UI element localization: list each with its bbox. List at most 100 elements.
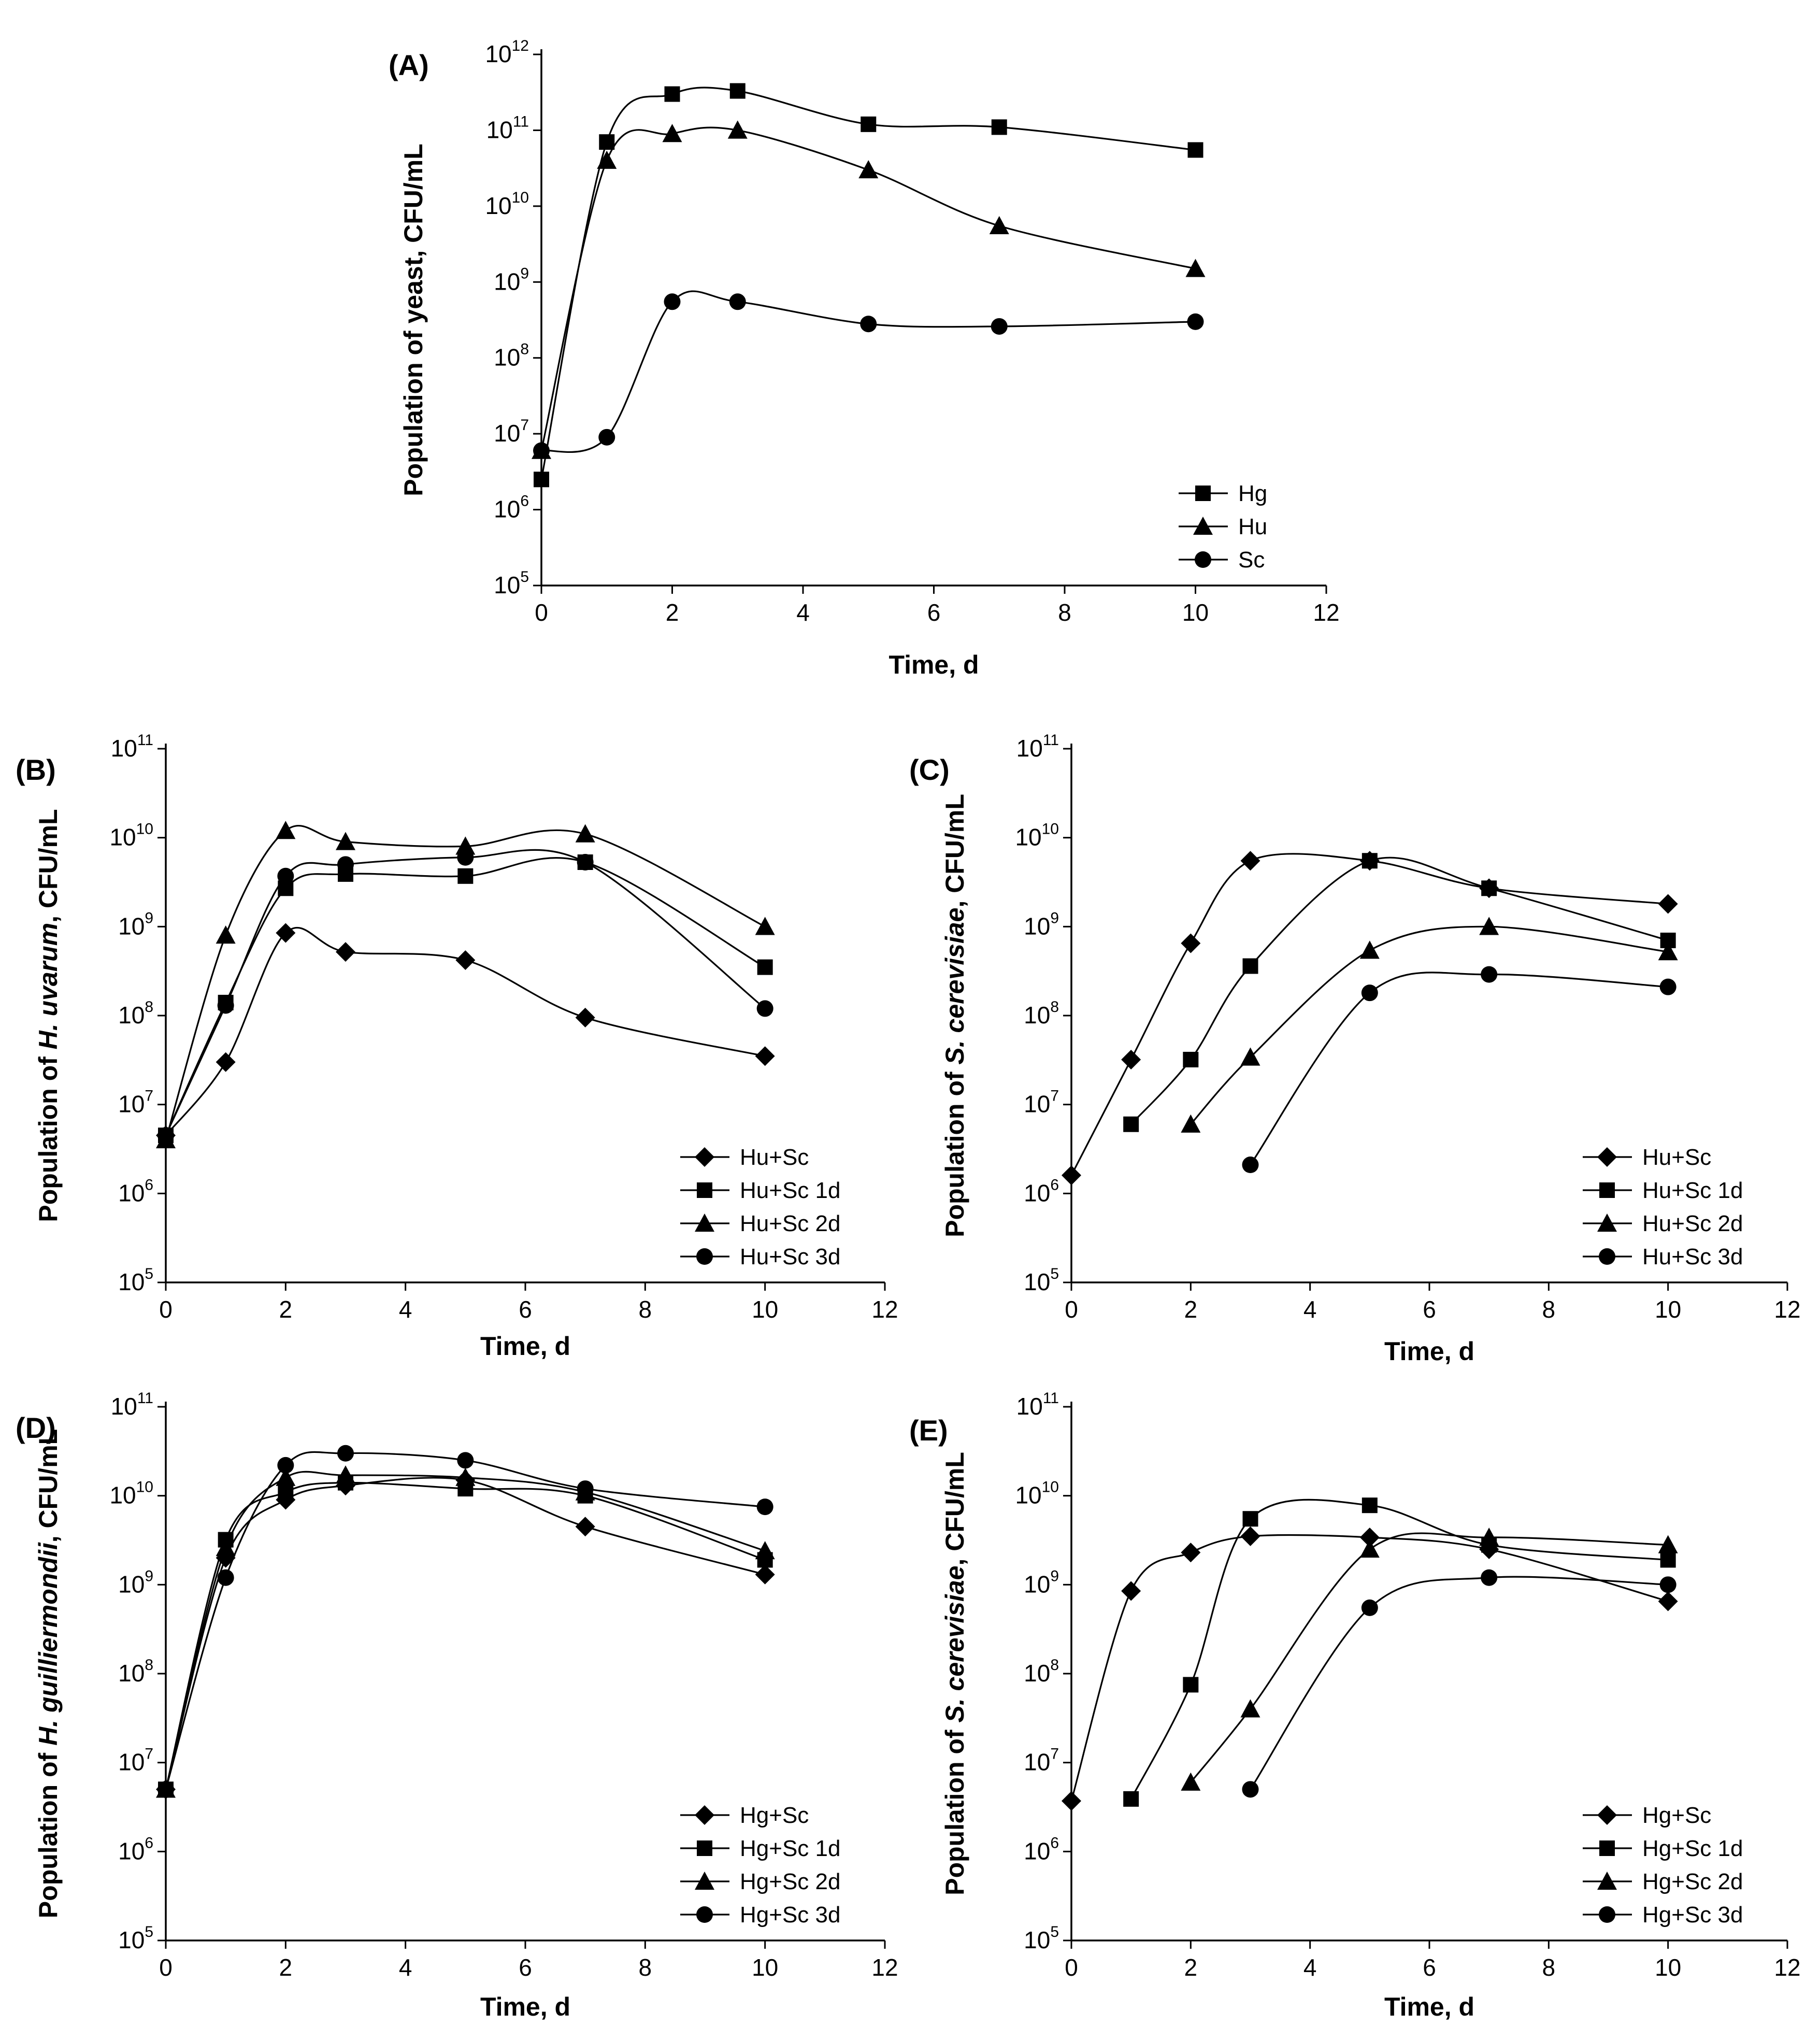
x-tick-label: 10 [752, 1954, 778, 1981]
data-point [457, 868, 474, 884]
y-tick-label: 1011 [1016, 732, 1059, 762]
data-point [757, 959, 773, 975]
y-axis-title: Population of H. uvarum, CFU/mL [34, 809, 63, 1222]
y-tick-label: 108 [1024, 998, 1059, 1029]
y-tick-label: 1012 [485, 37, 529, 67]
y-tick-label: 1010 [1015, 821, 1059, 851]
data-point [598, 429, 615, 446]
x-tick-label: 0 [159, 1296, 173, 1323]
data-point [1240, 1047, 1260, 1066]
data-point [457, 849, 474, 866]
data-point [1242, 1511, 1258, 1527]
data-point [755, 1541, 775, 1560]
y-tick-label: 1010 [1015, 1479, 1059, 1509]
y-tick-label: 106 [494, 493, 529, 523]
legend-marker [695, 1872, 714, 1890]
legend-label: Hu+Sc 2d [1642, 1211, 1743, 1236]
y-tick-label: 105 [118, 1265, 153, 1295]
x-tick-label: 8 [639, 1296, 652, 1323]
data-point [337, 856, 354, 873]
y-tick-label: 107 [494, 417, 529, 447]
data-point [337, 1445, 354, 1462]
y-tick-label: 105 [1024, 1923, 1059, 1953]
data-point [533, 442, 550, 459]
y-tick-label: 107 [118, 1088, 153, 1118]
data-point [1123, 1791, 1139, 1807]
legend-marker [697, 1840, 712, 1856]
series-line [1250, 1576, 1668, 1790]
x-tick-label: 0 [159, 1954, 173, 1981]
x-tick-label: 6 [1423, 1296, 1436, 1323]
y-tick-label: 106 [1024, 1176, 1059, 1206]
data-point [1242, 1157, 1259, 1174]
data-point [1183, 1051, 1199, 1067]
legend-label: Hu+Sc 1d [1642, 1178, 1743, 1203]
x-tick-label: 10 [752, 1296, 778, 1323]
data-point [575, 1007, 595, 1027]
x-tick-label: 2 [666, 599, 679, 626]
legend-marker [696, 1906, 713, 1923]
data-point [599, 134, 615, 150]
x-tick-label: 10 [1655, 1954, 1681, 1981]
y-tick-label: 107 [118, 1746, 153, 1776]
data-point [157, 1781, 174, 1798]
data-point [1359, 1539, 1380, 1558]
data-point [216, 1052, 236, 1072]
data-point [455, 836, 476, 855]
legend-label: Hg+Sc 2d [1642, 1869, 1743, 1894]
x-tick-label: 4 [399, 1296, 412, 1323]
series-line [1250, 972, 1668, 1165]
data-point [277, 1457, 294, 1474]
y-tick-label: 108 [118, 998, 153, 1029]
chart-panel: (E) 105 106 107 108 109 1010 1011 0 2 4 6 8 10 12 Time,… [909, 1390, 1801, 2021]
data-point [457, 1452, 474, 1469]
x-tick-label: 8 [1058, 599, 1071, 626]
y-tick-label: 105 [494, 568, 529, 598]
x-axis-title: Time, d [480, 1332, 570, 1361]
panel-label: (C) [909, 753, 950, 786]
data-point [1062, 1165, 1081, 1186]
data-point [277, 867, 294, 884]
data-point [1123, 1116, 1139, 1132]
x-tick-label: 2 [279, 1954, 293, 1981]
data-point [1062, 1791, 1081, 1811]
data-point [276, 923, 296, 943]
legend-marker [1599, 1248, 1615, 1265]
legend-label: Hg+Sc 3d [740, 1902, 840, 1928]
x-tick-label: 4 [399, 1954, 412, 1981]
panel-label: (B) [16, 753, 56, 786]
data-point [276, 821, 296, 839]
legend-marker [1597, 1214, 1617, 1232]
y-tick-label: 1010 [109, 1479, 153, 1509]
data-point [1240, 1526, 1260, 1546]
data-point [1359, 1528, 1380, 1548]
data-point [1121, 1049, 1141, 1069]
y-tick-label: 1011 [111, 1390, 153, 1420]
y-tick-label: 1010 [109, 821, 153, 851]
x-tick-label: 8 [1542, 1954, 1556, 1981]
data-point [1658, 942, 1678, 961]
y-tick-label: 107 [1024, 1746, 1059, 1776]
data-point [1240, 851, 1260, 871]
y-tick-label: 108 [118, 1657, 153, 1687]
data-point [336, 832, 355, 850]
data-point [336, 942, 355, 962]
x-tick-label: 12 [1774, 1296, 1800, 1323]
y-tick-label: 105 [1024, 1265, 1059, 1295]
y-tick-label: 108 [494, 341, 529, 371]
panel-label: (A) [389, 49, 429, 81]
x-tick-label: 4 [1303, 1954, 1317, 1981]
data-point [1362, 1497, 1378, 1514]
data-point [664, 293, 681, 310]
y-axis-title: Population of H. guilliermondii, CFU/mL [34, 1429, 63, 1918]
legend-marker [1193, 517, 1213, 535]
x-tick-label: 0 [535, 599, 548, 626]
legend-label: Sc [1238, 547, 1265, 573]
data-point [216, 1538, 236, 1557]
x-tick-label: 12 [871, 1954, 898, 1981]
x-tick-label: 2 [1184, 1954, 1198, 1981]
chart-panel: (D) 105 106 107 108 109 1010 1011 0 2 4 6 8 10 12 Time,… [16, 1390, 898, 2021]
panel-label: (E) [909, 1414, 948, 1447]
y-tick-label: 109 [118, 1567, 153, 1597]
